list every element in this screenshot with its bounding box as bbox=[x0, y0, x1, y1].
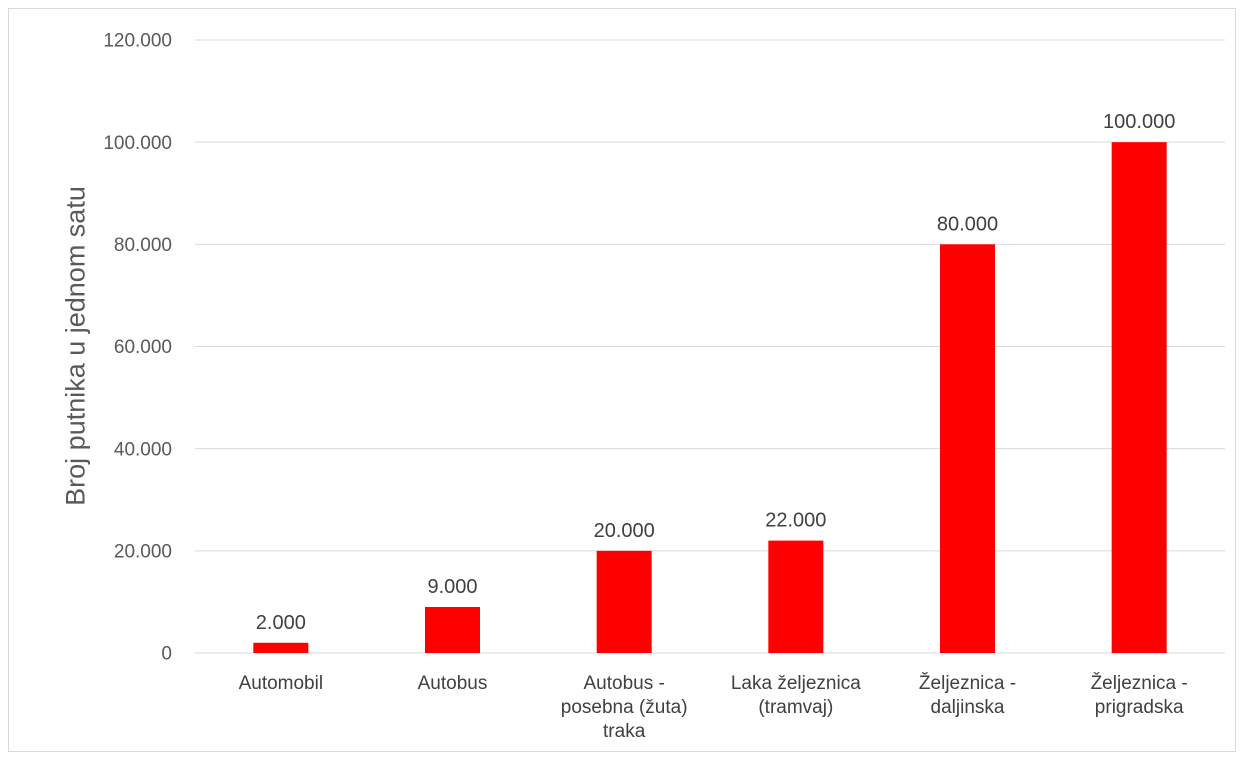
y-tick-label: 80.000 bbox=[114, 235, 172, 256]
bars bbox=[253, 142, 1167, 654]
x-category-label-line: posebna (žuta) bbox=[561, 697, 688, 718]
bar bbox=[1111, 142, 1167, 653]
x-category-label: Autobus - posebna (žuta) traka bbox=[561, 673, 688, 742]
x-category-label-line: daljinska bbox=[931, 697, 1005, 718]
x-axis-categories: Automobil Autobus Autobus - posebna (žuta) t… bbox=[239, 672, 1188, 742]
y-axis-ticks: 0 20.000 40.000 60.000 80.000 100.000 120.000 bbox=[103, 31, 172, 665]
bar bbox=[768, 540, 824, 653]
gridlines bbox=[195, 39, 1225, 654]
x-category-label-line: Željeznica - bbox=[1091, 672, 1188, 694]
bar bbox=[253, 642, 309, 653]
x-category-label: Željeznica - daljinska bbox=[919, 672, 1016, 718]
data-label: 20.000 bbox=[594, 520, 655, 542]
data-labels: 2.000 9.000 20.000 22.000 80.000 100.000 bbox=[256, 111, 1176, 634]
bar bbox=[425, 607, 480, 653]
y-tick-label: 0 bbox=[161, 644, 172, 665]
data-label: 80.000 bbox=[937, 213, 998, 235]
x-category-label: Željeznica - prigradska bbox=[1091, 672, 1188, 718]
x-category-label: Automobil bbox=[239, 673, 324, 694]
y-tick-label: 120.000 bbox=[103, 31, 172, 52]
data-label: 9.000 bbox=[427, 576, 477, 598]
bar bbox=[940, 244, 995, 654]
y-tick-label: 100.000 bbox=[103, 133, 172, 154]
y-axis-title: Broj putnika u jednom satu bbox=[60, 186, 90, 506]
x-category-label-line: (tramvaj) bbox=[758, 697, 833, 718]
x-category-label-line: traka bbox=[603, 721, 646, 742]
x-category-label-line: prigradska bbox=[1095, 697, 1184, 718]
bar bbox=[596, 550, 652, 653]
data-label: 100.000 bbox=[1103, 111, 1175, 133]
x-category-label: Laka željeznica (tramvaj) bbox=[731, 673, 861, 718]
x-category-label-line: Laka željeznica bbox=[731, 673, 861, 694]
x-category-label: Autobus bbox=[418, 673, 488, 694]
y-tick-label: 40.000 bbox=[114, 439, 172, 460]
data-label: 2.000 bbox=[256, 612, 306, 634]
x-category-label-line: Automobil bbox=[239, 673, 324, 694]
x-category-label-line: Autobus - bbox=[584, 673, 665, 694]
y-tick-label: 20.000 bbox=[114, 541, 172, 562]
x-category-label-line: Autobus bbox=[418, 673, 488, 694]
y-tick-label: 60.000 bbox=[114, 337, 172, 358]
data-label: 22.000 bbox=[765, 510, 826, 532]
x-category-label-line: Željeznica - bbox=[919, 672, 1016, 694]
